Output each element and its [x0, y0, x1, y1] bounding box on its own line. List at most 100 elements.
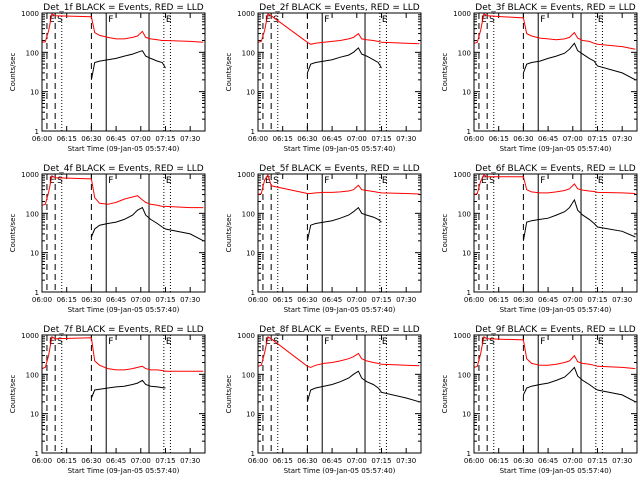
y-tick-label: 100	[458, 49, 471, 57]
x-tick-label: 06:00	[32, 296, 52, 304]
x-tick-label: 07:00	[131, 135, 151, 143]
x-tick-label: 06:30	[81, 457, 101, 465]
x-tick-label: 06:00	[248, 296, 268, 304]
y-tick-label: 1	[251, 128, 255, 136]
panel-det-4f: Det_4f BLACK = Events, RED = LLD Counts/s…	[9, 164, 206, 314]
marker-label: E	[382, 15, 388, 25]
y-tick-label: 100	[242, 371, 255, 379]
x-tick-label: 07:00	[347, 135, 367, 143]
y-tick-label: 1	[467, 450, 471, 458]
y-tick-label: 1000	[237, 10, 255, 18]
y-tick-label: 1000	[453, 171, 471, 179]
x-tick-label: 07:30	[180, 135, 200, 143]
x-axis-label: Start Time (09-Jan-05 05:57:40)	[68, 145, 180, 153]
y-tick-label: 10	[462, 411, 471, 419]
marker-label: F	[108, 337, 113, 347]
panel-title: Det_1f BLACK = Events, RED = LLD	[43, 3, 203, 13]
y-tick-label: 100	[458, 210, 471, 218]
x-tick-label: 07:30	[180, 457, 200, 465]
x-tick-label: 07:00	[563, 135, 583, 143]
series-events-line	[90, 379, 166, 399]
marker-label: F	[324, 176, 329, 186]
marker-label: E	[166, 15, 172, 25]
x-tick-label: 06:15	[273, 296, 293, 304]
x-tick-label: 06:30	[297, 135, 317, 143]
x-tick-label: 06:15	[273, 135, 293, 143]
x-tick-label: 06:00	[248, 457, 268, 465]
x-tick-label: 06:15	[489, 457, 509, 465]
y-tick-label: 100	[26, 210, 39, 218]
x-tick-label: 07:00	[563, 457, 583, 465]
x-tick-label: 06:45	[106, 135, 126, 143]
y-axis-label: Counts/sec	[9, 53, 17, 92]
y-tick-label: 10	[462, 250, 471, 258]
y-tick-label: 100	[458, 371, 471, 379]
marker-label: F	[324, 15, 329, 25]
x-tick-label: 06:30	[81, 135, 101, 143]
y-axis-label: Counts/sec	[9, 214, 17, 253]
marker-label: E	[481, 15, 487, 25]
series-events-line	[90, 206, 204, 242]
x-tick-label: 06:30	[297, 296, 317, 304]
x-tick-label: 07:15	[155, 135, 175, 143]
marker-label: S	[273, 176, 279, 186]
marker-label: E	[49, 337, 55, 347]
x-tick-label: 06:45	[322, 296, 342, 304]
panel-title: Det_9f BLACK = Events, RED = LLD	[475, 325, 635, 335]
x-tick-label: 06:15	[273, 457, 293, 465]
x-tick-label: 06:30	[513, 457, 533, 465]
panel-det-7f: Det_7f BLACK = Events, RED = LLD Counts/s…	[9, 325, 206, 475]
marker-label: E	[598, 15, 604, 25]
series-lld-line	[473, 13, 636, 50]
panel-det-5f: Det_5f BLACK = Events, RED = LLD Counts/s…	[225, 164, 422, 314]
y-tick-label: 10	[246, 89, 255, 97]
x-tick-label: 07:30	[612, 457, 632, 465]
x-axis-label: Start Time (09-Jan-05 05:57:40)	[284, 145, 396, 153]
x-tick-label: 06:00	[32, 135, 52, 143]
x-tick-label: 06:15	[57, 457, 77, 465]
y-tick-label: 1000	[237, 332, 255, 340]
y-tick-label: 1	[35, 128, 39, 136]
x-tick-label: 06:00	[248, 135, 268, 143]
marker-label: E	[382, 337, 388, 347]
panel-title: Det_7f BLACK = Events, RED = LLD	[43, 325, 203, 335]
x-axis-label: Start Time (09-Jan-05 05:57:40)	[500, 145, 612, 153]
x-tick-label: 07:15	[155, 457, 175, 465]
x-tick-label: 06:45	[106, 457, 126, 465]
x-tick-label: 06:15	[489, 296, 509, 304]
y-tick-label: 10	[30, 411, 39, 419]
panel-det-6f: Det_6f BLACK = Events, RED = LLD Counts/s…	[441, 164, 638, 314]
marker-label: E	[265, 176, 271, 186]
marker-label: E	[265, 337, 271, 347]
y-axis-label: Counts/sec	[9, 375, 17, 414]
x-axis-label: Start Time (09-Jan-05 05:57:40)	[68, 467, 180, 475]
x-tick-label: 06:30	[513, 135, 533, 143]
series-events-line	[522, 366, 636, 403]
series-lld-line	[41, 13, 204, 43]
x-tick-label: 07:00	[131, 457, 151, 465]
marker-label: S	[489, 337, 495, 347]
panel-title: Det_5f BLACK = Events, RED = LLD	[259, 164, 419, 174]
marker-label: E	[265, 15, 271, 25]
x-tick-label: 06:30	[513, 296, 533, 304]
panel-det-2f: Det_2f BLACK = Events, RED = LLD Counts/s…	[225, 3, 422, 153]
y-tick-label: 100	[26, 49, 39, 57]
plot-frame	[41, 334, 206, 454]
y-tick-label: 1000	[453, 10, 471, 18]
x-tick-label: 06:15	[57, 135, 77, 143]
marker-label: E	[598, 176, 604, 186]
x-tick-label: 07:00	[347, 296, 367, 304]
marker-label: F	[108, 176, 113, 186]
panel-title: Det_8f BLACK = Events, RED = LLD	[259, 325, 419, 335]
y-tick-label: 100	[242, 210, 255, 218]
marker-label: E	[481, 176, 487, 186]
series-lld-line	[41, 335, 204, 372]
series-events-line	[90, 50, 166, 80]
marker-label: F	[540, 176, 545, 186]
x-tick-label: 07:15	[371, 296, 391, 304]
series-events-line	[306, 206, 382, 241]
y-tick-label: 1	[35, 289, 39, 297]
panel-det-8f: Det_8f BLACK = Events, RED = LLD Counts/s…	[225, 325, 422, 475]
x-tick-label: 06:45	[538, 135, 558, 143]
series-lld-line	[41, 175, 204, 209]
